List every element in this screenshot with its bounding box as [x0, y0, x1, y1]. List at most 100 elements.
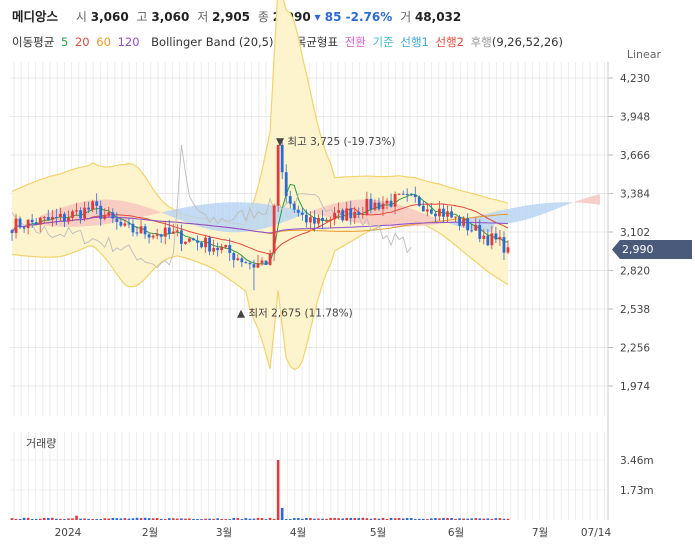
volume-bar: [248, 518, 252, 520]
volume-bar: [478, 518, 482, 520]
ichimoku-cloud-segment: [220, 202, 225, 232]
volume-bar: [14, 518, 18, 520]
candle-body: [179, 230, 183, 244]
candle-body: [313, 217, 316, 224]
ichimoku-cloud-segment: [284, 207, 289, 222]
candle-body: [434, 213, 437, 217]
x-tick-label: 3월: [216, 527, 232, 539]
ichimoku-cloud-segment: [201, 204, 206, 229]
candle-body: [22, 227, 26, 229]
ichimoku-cloud-segment: [596, 194, 600, 205]
y-tick-label: 3,948: [620, 112, 650, 124]
high-annotation: ▼ 최고 3,725 (-19.73%): [276, 136, 396, 148]
volume-bar: [268, 517, 272, 520]
ichimoku-cloud-segment: [558, 202, 563, 209]
candle-body: [462, 218, 466, 226]
ichimoku-cloud-segment: [190, 205, 195, 225]
volume-bar: [292, 518, 296, 520]
ichimoku-cloud-segment: [231, 202, 236, 233]
ichimoku-cloud-segment: [393, 203, 398, 227]
ichimoku-cloud-segment: [584, 197, 589, 204]
candle-body: [329, 219, 332, 221]
volume-bar: [462, 518, 465, 520]
volume-bar: [228, 519, 232, 520]
ichimoku-cloud-segment: [521, 205, 525, 221]
stock-name: 메디앙스: [12, 9, 59, 24]
candle-body: [10, 230, 14, 233]
candle-body: [63, 213, 66, 222]
x-tick-label: 6월: [448, 527, 464, 539]
ichimoku-cloud-segment: [554, 202, 559, 210]
volume-bar: [180, 518, 183, 520]
ichimoku-cloud-segment: [164, 211, 168, 216]
candle-body: [446, 211, 449, 217]
ichimoku-cloud-segment: [306, 211, 311, 214]
ma-label: 이동평균: [12, 35, 55, 49]
candle-body: [167, 227, 171, 234]
ichimoku-cloud-segment: [318, 207, 322, 216]
candle-body: [216, 247, 220, 251]
volume-bar: [276, 460, 280, 520]
volume-bar: [264, 519, 268, 520]
ichimoku-cloud-segment: [506, 208, 510, 224]
volume-bar: [288, 518, 292, 520]
ichimoku-cloud-segment: [122, 200, 127, 222]
candle-body: [470, 230, 474, 232]
volume-bar: [46, 517, 50, 520]
ichimoku-cloud-segment: [118, 200, 123, 222]
y-tick-label: 3,666: [620, 150, 650, 162]
volume-bar: [401, 518, 405, 520]
candle-body: [349, 208, 353, 219]
ichimoku-cloud-segment: [509, 207, 514, 223]
candle-body: [91, 201, 95, 210]
candle-body: [192, 238, 195, 241]
candle-body: [79, 210, 82, 219]
candle-body: [99, 205, 103, 219]
close-label: 종: [257, 10, 269, 24]
candle-body: [458, 216, 462, 226]
ichimoku-cloud-segment: [539, 203, 544, 216]
volume-bar: [260, 518, 264, 520]
candle-body: [409, 194, 413, 196]
ichimoku-cloud-segment: [130, 202, 134, 220]
candle-body: [87, 207, 91, 210]
ich-params-label: (9,26,52,26): [491, 35, 563, 49]
candle-body: [127, 223, 131, 225]
ichimoku-cloud-segment: [427, 214, 431, 226]
volume-value: 48,032: [414, 10, 462, 24]
volume-bar: [434, 518, 437, 520]
candle-body: [389, 200, 393, 207]
candle-body: [159, 234, 163, 237]
volume-bar: [353, 518, 357, 520]
candle-body: [357, 211, 361, 215]
candle-body: [163, 227, 167, 237]
x-tick-label: 7월: [532, 527, 548, 539]
ichimoku-cloud-segment: [408, 207, 413, 227]
volume-bar: [115, 518, 119, 520]
ma120-label: 120: [117, 35, 140, 49]
volume-bar: [63, 519, 66, 520]
ich-span2-label: 선행2: [435, 35, 464, 49]
volume-bar: [59, 518, 62, 520]
volume-bar: [256, 517, 260, 520]
scale-mode-button[interactable]: Linear: [626, 48, 661, 61]
ichimoku-cloud-segment: [111, 199, 116, 224]
candle-body: [429, 209, 433, 214]
candle-body: [292, 203, 296, 210]
volume-bar: [280, 507, 284, 520]
volume-bar: [490, 518, 494, 520]
candle-body: [115, 218, 119, 222]
candle-body: [54, 216, 58, 218]
volume-bar: [349, 517, 353, 520]
ichimoku-cloud-segment: [141, 205, 146, 218]
ichimoku-cloud-segment: [133, 203, 138, 219]
candle-body: [30, 219, 34, 223]
ichimoku-cloud-segment: [254, 203, 258, 231]
candle-body: [502, 237, 506, 253]
ichimoku-cloud-segment: [152, 209, 157, 215]
volume-bar: [486, 518, 490, 520]
volume-bar: [313, 518, 316, 520]
volume-bar: [417, 518, 421, 520]
ma20-line: [11, 203, 509, 255]
volume-bar: [91, 519, 94, 520]
